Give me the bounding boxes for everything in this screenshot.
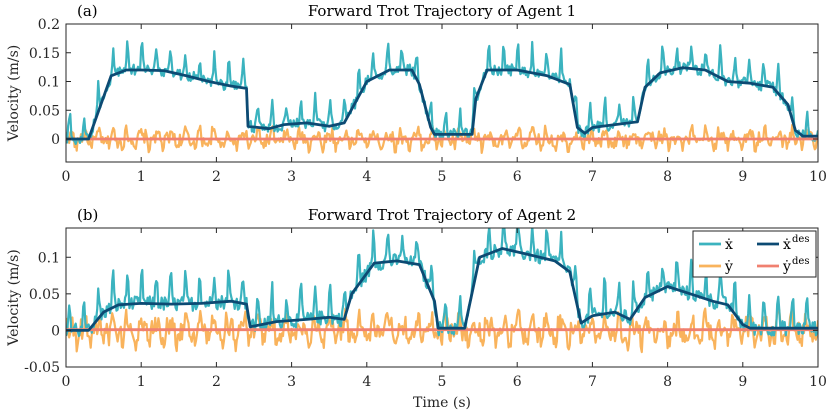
x-tick-label: 9: [738, 169, 747, 185]
series-x-measured: [66, 40, 818, 145]
y-tick-label: 0.15: [29, 46, 60, 62]
x-tick-label: 10: [809, 374, 827, 390]
x-tick-label: 7: [588, 169, 597, 185]
chart-title: Forward Trot Trajectory of Agent 2: [308, 206, 576, 224]
x-tick-label: 9: [738, 374, 747, 390]
x-tick-label: 6: [513, 374, 522, 390]
x-axis-label: Time (s): [413, 395, 471, 411]
x-tick-label: 7: [588, 374, 597, 390]
y-tick-label: 0.05: [29, 103, 60, 119]
y-tick-label: 0.1: [38, 75, 60, 91]
y-tick-label: 0.1: [38, 250, 60, 266]
x-tick-label: 5: [438, 169, 447, 185]
chart-title: Forward Trot Trajectory of Agent 1: [308, 2, 576, 20]
y-axis-label: Velocity (m/s): [6, 249, 22, 346]
x-tick-label: 6: [513, 169, 522, 185]
panel-a: 0 1 2 3 4 5 6 7 8 9 10 0 0.05 0.1 0.15 0.2 Velocity (m/s…: [6, 2, 827, 185]
legend-label-x-desired: ẋ: [783, 237, 791, 253]
y-axis-label: Velocity (m/s): [6, 45, 22, 142]
legend-label-x-measured: ẋ: [725, 237, 733, 253]
x-tick-label: 3: [287, 169, 296, 185]
legend-superscript: des: [792, 256, 809, 267]
series-x-measured: [66, 228, 818, 338]
y-tick-label: 0: [51, 132, 60, 148]
legend-label-y-desired: ẏ: [782, 259, 791, 275]
y-tick-label: 0: [51, 323, 60, 339]
x-tick-label: 5: [438, 374, 447, 390]
series-y-measured: [66, 306, 818, 354]
panel-label: (b): [77, 206, 98, 224]
series-x-desired: [66, 66, 818, 141]
x-tick-label: 2: [212, 374, 221, 390]
legend-label-y-measured: ẏ: [724, 259, 733, 275]
plot-series: [66, 40, 818, 154]
x-tick-label: 4: [362, 374, 371, 390]
y-tick-label: 0.05: [29, 287, 60, 303]
x-tick-label: 10: [809, 169, 827, 185]
legend-superscript: des: [792, 234, 809, 245]
series-y-measured: [66, 123, 818, 154]
x-tick-label: 1: [137, 169, 146, 185]
legend-box: [692, 230, 817, 278]
x-tick-label: 8: [663, 374, 672, 390]
x-tick-label: 4: [362, 169, 371, 185]
y-tick-label: 0.2: [38, 17, 60, 33]
plot-series: [66, 228, 818, 354]
series-x-desired: [66, 247, 818, 332]
x-tick-label: 0: [62, 374, 71, 390]
x-tick-label: 2: [212, 169, 221, 185]
panel-label: (a): [77, 2, 98, 20]
y-tick-label: -0.05: [24, 360, 60, 376]
x-tick-label: 1: [137, 374, 146, 390]
x-tick-label: 0: [62, 169, 71, 185]
x-tick-label: 8: [663, 169, 672, 185]
x-tick-label: 3: [287, 374, 296, 390]
